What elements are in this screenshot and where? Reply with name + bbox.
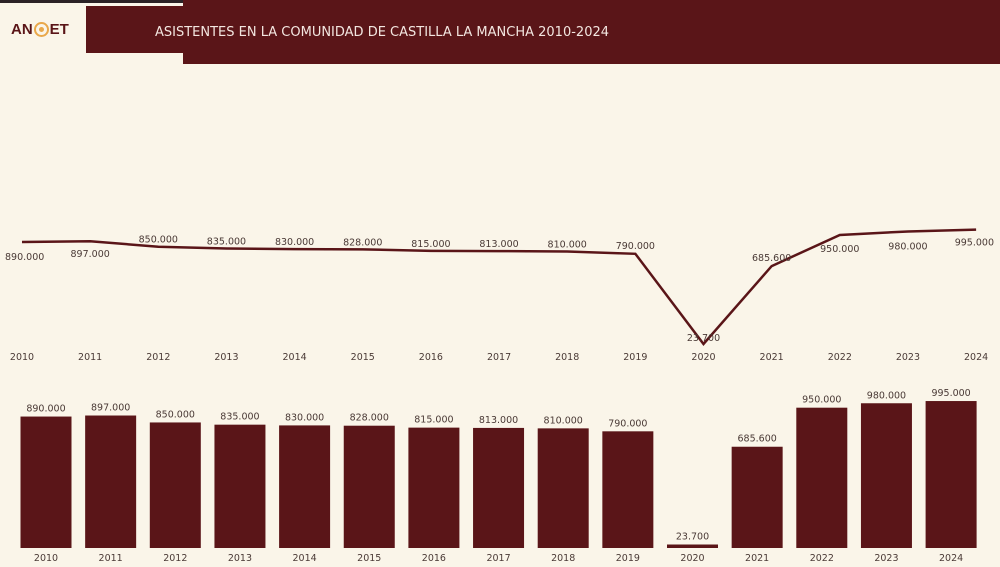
logo-ring-icon [33,22,49,37]
bar-data-label: 23.700 [676,531,709,542]
line-data-label: 790.000 [616,241,655,252]
bar-x-tick-label: 2022 [810,553,834,564]
bar-data-label: 980.000 [867,390,906,401]
line-data-label: 813.000 [479,239,518,250]
bar [602,431,654,548]
bar-data-label: 897.000 [91,403,130,414]
bar [667,544,718,548]
bar-x-tick-label: 2013 [228,553,252,564]
bar-data-label: 790.000 [608,418,647,429]
bar [20,416,72,548]
line-data-label: 685.600 [752,253,791,264]
line-data-label: 828.000 [343,237,382,248]
line-data-label: 835.000 [207,237,246,248]
line-data-label: 850.000 [139,235,178,246]
bar-data-label: 995.000 [931,388,970,399]
bar-x-tick-label: 2019 [616,553,640,564]
bar [214,424,266,548]
bar [473,427,525,548]
bar [279,425,331,548]
line-x-tick-label: 2021 [760,352,784,363]
line-data-label: 995.000 [955,238,994,249]
line-data-label: 980.000 [888,241,927,252]
line-data-label: 810.000 [548,239,587,250]
bar [537,428,589,548]
line-x-tick-label: 2015 [351,352,375,363]
line-x-tick-label: 2013 [214,352,238,363]
bar-data-label: 890.000 [26,404,65,415]
line-x-tick-label: 2023 [896,352,920,363]
line-data-label: 890.000 [5,252,44,263]
logo: AN ET [11,21,69,38]
bar-x-tick-label: 2024 [939,553,963,564]
bar-data-label: 815.000 [414,415,453,426]
line-x-tick-label: 2022 [828,352,852,363]
line-data-label: 815.000 [411,239,450,250]
line-x-tick-label: 2017 [487,352,511,363]
bar-data-label: 813.000 [479,415,518,426]
line-data-label: 897.000 [71,249,110,260]
bar [860,403,912,548]
bar-x-tick-label: 2016 [422,553,446,564]
bar-x-tick-label: 2011 [99,553,123,564]
line-x-tick-label: 2018 [555,352,579,363]
header-block [86,6,196,53]
line-x-tick-label: 2011 [78,352,102,363]
line-x-tick-label: 2019 [623,352,647,363]
bar [85,415,137,548]
line-x-tick-label: 2016 [419,352,443,363]
line-x-tick-label: 2014 [283,352,307,363]
bar [408,427,460,548]
bar [343,425,395,548]
bar-data-label: 810.000 [544,415,583,426]
bar-x-tick-label: 2018 [551,553,575,564]
bar [149,422,201,548]
bar-data-label: 828.000 [350,413,389,424]
bar-data-label: 950.000 [802,395,841,406]
line-data-label: 950.000 [820,244,859,255]
bar-x-tick-label: 2014 [293,553,317,564]
bar-x-tick-label: 2023 [874,553,898,564]
bar-x-tick-label: 2021 [745,553,769,564]
bar [925,401,977,548]
bar-data-label: 830.000 [285,412,324,423]
bar [796,407,848,548]
line-x-tick-label: 2024 [964,352,988,363]
bar-data-label: 850.000 [156,409,195,420]
bar-x-tick-label: 2012 [163,553,187,564]
bar [731,446,783,548]
line-data-label: 830.000 [275,237,314,248]
line-x-tick-label: 2010 [10,352,34,363]
bar-data-label: 685.600 [738,434,777,445]
bar-x-tick-label: 2020 [680,553,704,564]
header-banner [183,0,1000,64]
bar-x-tick-label: 2010 [34,553,58,564]
line-data-label: 23.700 [687,333,720,344]
line-x-tick-label: 2012 [146,352,170,363]
bar-data-label: 835.000 [220,412,259,423]
bar-x-tick-label: 2017 [486,553,510,564]
page-title: ASISTENTES EN LA COMUNIDAD DE CASTILLA L… [155,25,610,40]
line-x-tick-label: 2020 [691,352,715,363]
bar-x-tick-label: 2015 [357,553,381,564]
